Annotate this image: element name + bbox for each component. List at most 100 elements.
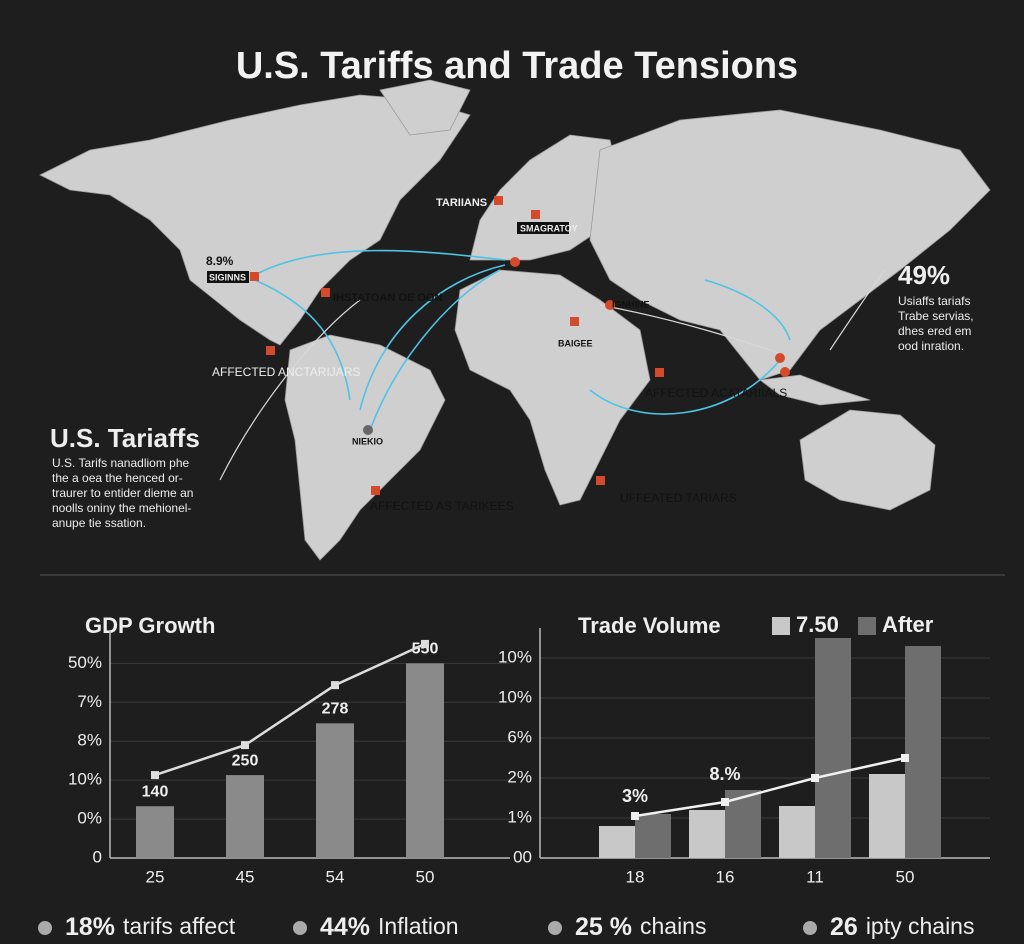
bar: [779, 806, 815, 858]
right-heading: 49%: [898, 260, 950, 290]
map-label: IGNHINE: [612, 299, 650, 309]
map-label: 8.9%: [206, 254, 234, 268]
stat: 44% Inflation: [320, 913, 459, 941]
bar: [869, 774, 905, 858]
bar: [635, 814, 671, 858]
marker: [510, 257, 520, 267]
trend-point: [901, 754, 909, 762]
trend-point: [331, 681, 339, 690]
paragraph-line: Usiaffs tariafs: [898, 294, 970, 308]
bar-label: 550: [412, 641, 439, 658]
bar: [136, 806, 174, 858]
map-label: TARIIANS: [436, 197, 487, 209]
bar: [316, 723, 354, 858]
annotation: 8.%: [709, 764, 740, 784]
x-tick-label: 16: [716, 867, 735, 886]
map-label: SMAGRATOY: [520, 223, 578, 233]
bullet: [548, 921, 562, 935]
trend-line: [634, 756, 906, 818]
trade-arc: [599, 304, 786, 356]
map-label: SIGINNS: [209, 272, 246, 282]
marker: [494, 196, 503, 205]
marker: [363, 425, 373, 435]
map-label: AFFECTED ACATARIIALS: [645, 386, 787, 400]
paragraph-line: traurer to entider dieme an: [52, 486, 193, 500]
annotation: 3%: [622, 786, 648, 806]
stat-text: tarifs affect: [123, 913, 236, 939]
y-tick-label: 6%: [507, 727, 532, 746]
bar-label: 250: [232, 752, 259, 769]
stat-value: 26: [830, 913, 858, 941]
trend-point: [631, 812, 639, 820]
paragraph-line: noolls oniny the mehionel-: [52, 501, 191, 515]
indonesia: [758, 374, 871, 406]
stats: 18% tarifs affect 44% Inflation 25 % chains 26…: [38, 913, 974, 941]
x-tick-label: 50: [416, 867, 435, 886]
paragraph-line: U.S. Tarifs nanadliom phe: [52, 456, 190, 470]
bar-label: 278: [322, 701, 349, 718]
legend-label: 7.50: [796, 612, 839, 637]
stat: 18% tarifs affect: [65, 913, 236, 941]
trade-arc: [704, 279, 791, 341]
bullet: [38, 921, 52, 935]
chart-title: Trade Volume: [578, 613, 721, 638]
left-heading: U.S. Tariaffs: [50, 423, 200, 453]
y-tick-label: 50%: [68, 653, 102, 672]
stat-value: 25 %: [575, 913, 632, 941]
map-label: IHSTATOAN OE OON: [333, 292, 442, 304]
marker: [780, 367, 790, 377]
label-box: [517, 222, 569, 234]
trend-point: [151, 771, 159, 780]
bullet: [803, 921, 817, 935]
greenland: [379, 79, 471, 136]
title: U.S. Tariffs and Trade Tensions: [236, 45, 798, 87]
trade-arc: [589, 359, 781, 415]
marker: [655, 368, 664, 377]
trend-point: [721, 798, 729, 806]
stat-value: 18%: [65, 913, 115, 941]
y-tick-label: 1%: [507, 807, 532, 826]
x-tick-label: 25: [146, 867, 165, 886]
legend-label: After: [882, 612, 934, 637]
bar: [689, 810, 725, 858]
bar: [406, 663, 444, 858]
marker: [775, 353, 785, 363]
north-america: [39, 94, 471, 346]
x-tick-label: 11: [806, 867, 824, 886]
y-tick-label: 00: [513, 847, 532, 866]
world-map: TARIIANS SMAGRATOY 8.9% SIGINNS IHSTATOA…: [39, 79, 991, 561]
marker: [371, 486, 380, 495]
asia: [589, 109, 991, 381]
trend-point: [241, 741, 249, 750]
africa: [454, 269, 651, 506]
europe: [469, 134, 621, 261]
trend-point: [811, 774, 819, 782]
x-tick-label: 45: [236, 867, 255, 886]
charts: GDP Growth 0 0% 10% 8% 7% 50% 140 25 250 45 278 54 55…: [68, 612, 990, 886]
stat-text: ipty chains: [866, 913, 975, 939]
paragraph-line: Trabe servias,: [898, 309, 974, 323]
paragraph-line: ood inration.: [898, 339, 964, 353]
marker: [266, 346, 275, 355]
australia: [799, 409, 936, 511]
bar-label: 140: [142, 783, 169, 800]
bar: [815, 638, 851, 858]
chart-title: GDP Growth: [85, 613, 215, 638]
map-label: UFFEATED TARIARS: [620, 491, 737, 505]
marker: [570, 317, 579, 326]
stat: 25 % chains: [575, 913, 706, 941]
y-tick-label: 2%: [507, 767, 532, 786]
marker: [531, 210, 540, 219]
legend-swatch: [858, 617, 876, 635]
bar: [599, 826, 635, 858]
trade-arc: [359, 264, 506, 411]
trend-line: [154, 642, 426, 777]
trade-arc: [829, 269, 886, 351]
y-tick-label: 8%: [77, 731, 102, 750]
trend-point: [421, 639, 429, 648]
bullet: [293, 921, 307, 935]
paragraph-line: the a oea the henced or-: [52, 471, 183, 485]
